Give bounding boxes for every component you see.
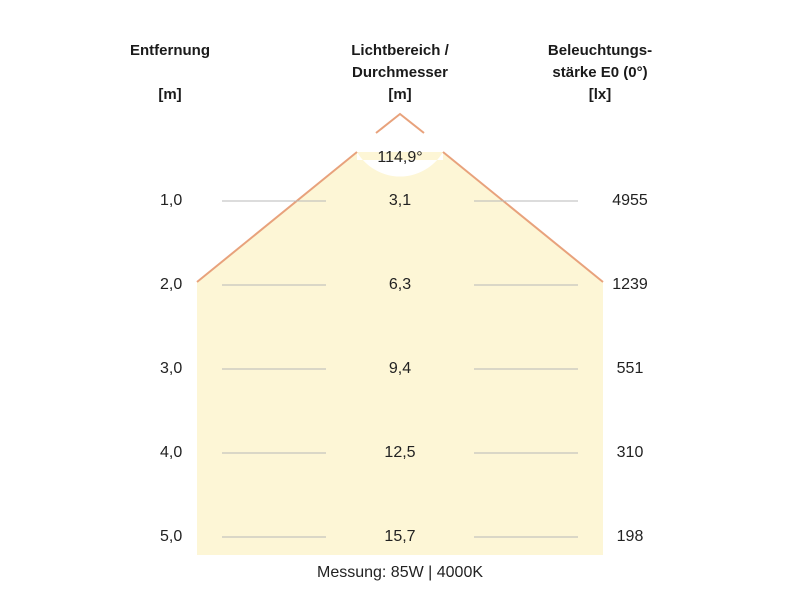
diameter-header-subtitle: Durchmesser	[352, 64, 448, 81]
diameter-header: Lichtbereich / Durchmesser [m]	[330, 40, 470, 106]
illuminance-header-unit: [lx]	[588, 86, 612, 103]
distance-value: 4,0	[160, 444, 183, 461]
illuminance-header-subtitle: stärke E0 (0°)	[552, 64, 648, 81]
diameter-header-title: Lichtbereich /	[351, 42, 449, 59]
illuminance-header: Beleuchtungs- stärke E0 (0°) [lx]	[525, 40, 675, 106]
beam-edge-left	[196, 151, 358, 283]
distance-header: Entfernung . [m]	[120, 40, 220, 106]
angle-arc	[357, 152, 443, 177]
diameter-value: 12,5	[384, 444, 416, 461]
beam-angle-label: 114,9°	[377, 149, 423, 166]
illuminance-header-title: Beleuchtungs-	[547, 42, 653, 59]
distance-value: 5,0	[160, 528, 183, 545]
light-source-marker	[375, 112, 425, 134]
illuminance-value: 198	[616, 528, 644, 545]
illuminance-value: 551	[616, 360, 644, 377]
distance-header-title: Entfernung	[130, 42, 210, 59]
distance-value: 2,0	[160, 276, 183, 293]
light-cone	[197, 152, 603, 555]
diameter-value: 9,4	[388, 360, 412, 377]
illuminance-value: 1239	[612, 276, 648, 293]
distance-guide-lines	[222, 200, 578, 538]
illuminance-value: 4955	[612, 192, 648, 209]
beam-edge-right	[442, 151, 604, 283]
distance-value: 1,0	[160, 192, 183, 209]
diameter-value: 6,3	[388, 276, 412, 293]
distance-value: 3,0	[160, 360, 183, 377]
distance-header-unit: [m]	[158, 86, 182, 103]
diameter-header-unit: [m]	[388, 86, 412, 103]
measurement-caption: Messung: 85W | 4000K	[316, 564, 484, 581]
diameter-value: 15,7	[384, 528, 416, 545]
illuminance-value: 310	[616, 444, 644, 461]
diameter-value: 3,1	[388, 192, 412, 209]
